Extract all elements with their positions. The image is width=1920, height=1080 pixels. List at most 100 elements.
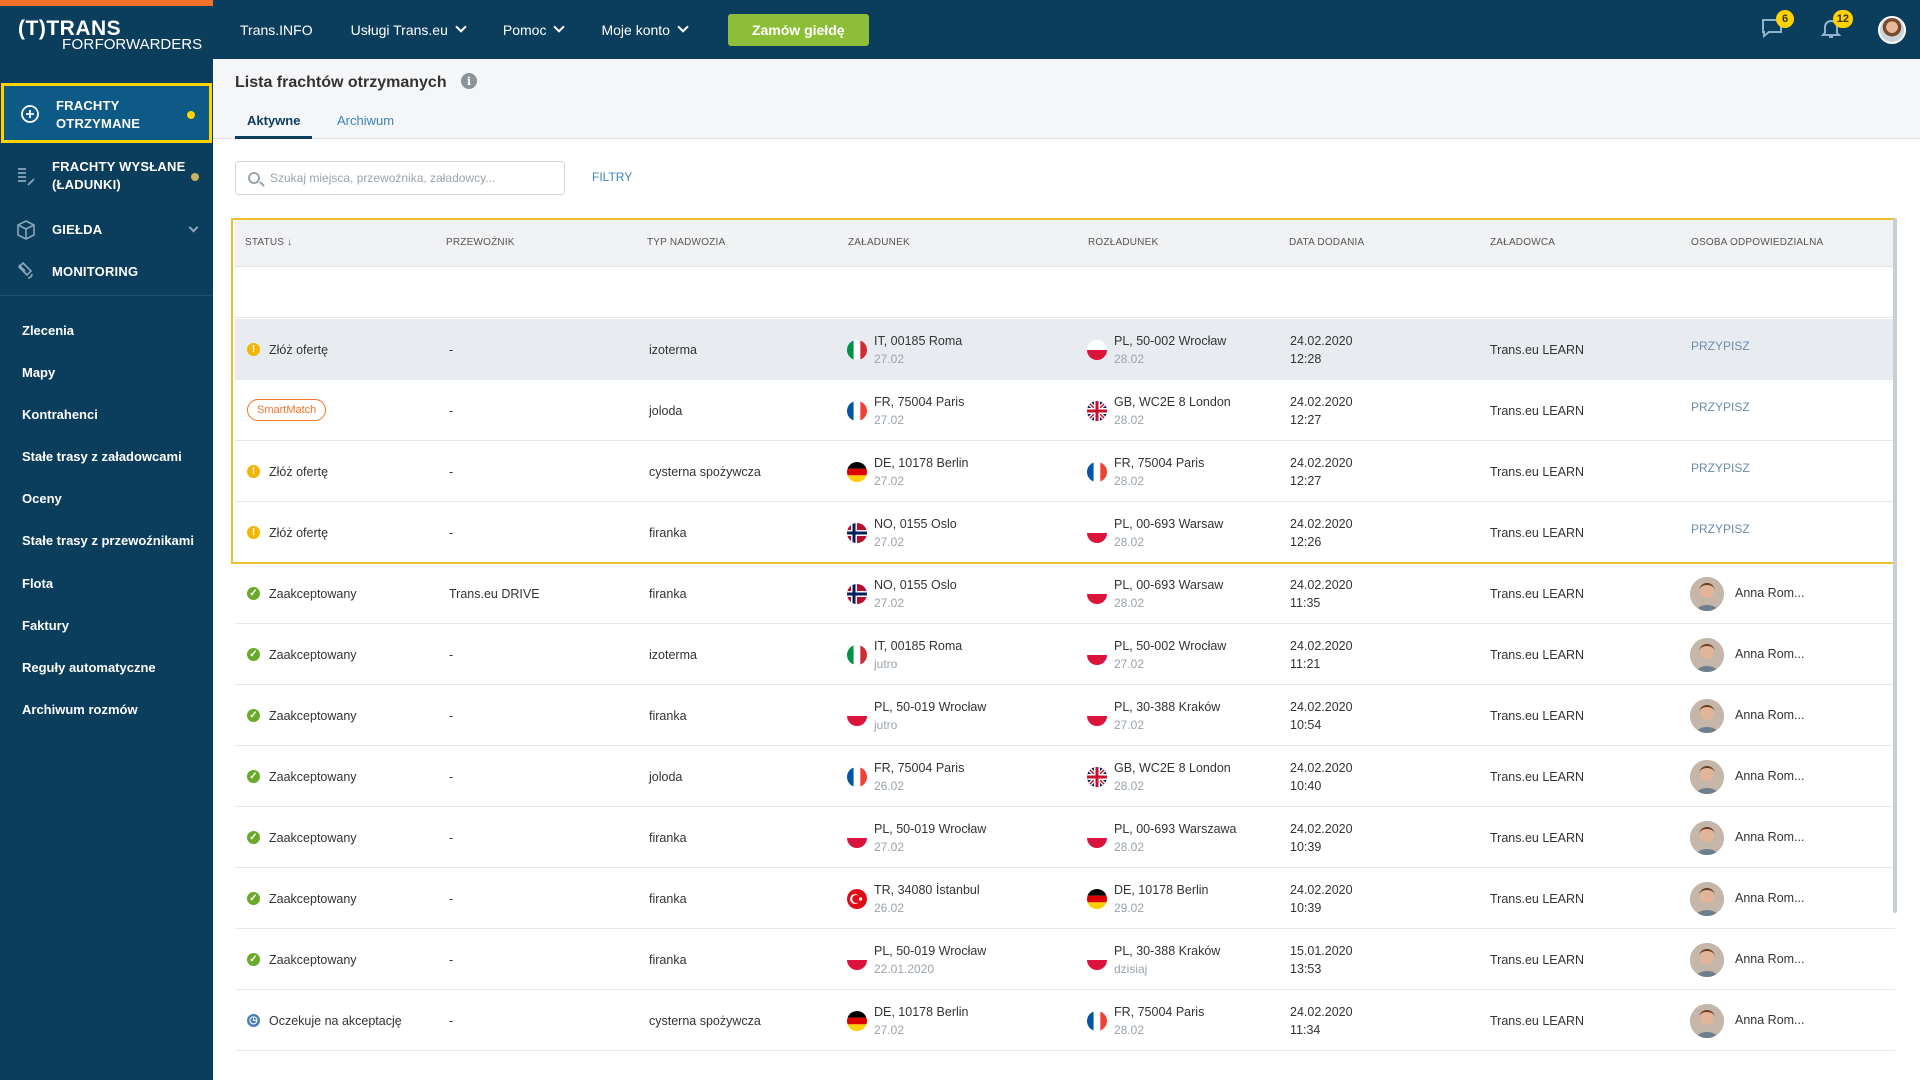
notifications-bell-icon[interactable]: 12	[1819, 10, 1853, 42]
messages-icon[interactable]: 6	[1760, 10, 1794, 42]
table-row[interactable]: ! Złóż ofertę - cysterna spożywcza DE, 10178…	[235, 441, 1895, 502]
loading-place: TR, 34080 İstanbul	[874, 883, 980, 897]
body-type-cell: firanka	[649, 709, 687, 723]
table-row[interactable]: ✓ Zaakceptowany Trans.eu DRIVE firanka NO, 0…	[235, 563, 1895, 624]
table-row[interactable]: ✓ Zaakceptowany - firanka PL, 50-019 Wrocław…	[235, 685, 1895, 746]
nav-uslugi[interactable]: Usługi Trans.eu	[351, 21, 467, 38]
table-row[interactable]: ✓ Zaakceptowany - firanka PL, 50-019 Wrocław…	[235, 929, 1895, 990]
unloading-place: DE, 10178 Berlin	[1114, 883, 1209, 897]
added-date: 24.02.2020	[1290, 700, 1353, 714]
sidebar-item-stale-trasy-przewoznicy[interactable]: Stałe trasy z przewoźnikami	[22, 533, 194, 548]
loading-date: 26.02	[874, 779, 905, 793]
col-unloading[interactable]: ROZŁADUNEK	[1088, 237, 1159, 248]
col-carrier[interactable]: PRZEWOŹNIK	[446, 237, 515, 248]
table-row[interactable]: ✓ Zaakceptowany - joloda FR, 75004 Paris 26.0…	[235, 746, 1895, 807]
table-row[interactable]: SmartMatch - joloda FR, 75004 Paris 27.02 GB,…	[235, 380, 1895, 441]
col-status[interactable]: STATUS ↓	[245, 237, 293, 248]
person-name[interactable]: Anna Rom...	[1735, 586, 1805, 600]
table-row[interactable]: ◷ Oczekuje na akceptację - cysterna spożywc…	[235, 990, 1895, 1051]
col-loading[interactable]: ZAŁADUNEK	[848, 237, 910, 248]
smartmatch-badge[interactable]: SmartMatch	[247, 399, 327, 421]
person-name[interactable]: Anna Rom...	[1735, 769, 1805, 783]
sidebar-item-monitoring[interactable]: MONITORING	[0, 252, 213, 292]
status-text: Zaakceptowany	[269, 831, 357, 845]
person-name[interactable]: Anna Rom...	[1735, 952, 1805, 966]
col-shipper[interactable]: ZAŁADOWCA	[1490, 237, 1556, 248]
unloading-place: PL, 00-693 Warsaw	[1114, 517, 1224, 531]
nav-trans-info[interactable]: Trans.INFO	[240, 21, 313, 38]
person-name[interactable]: Anna Rom...	[1735, 1013, 1805, 1027]
assign-link[interactable]: PRZYPISZ	[1691, 461, 1750, 475]
flag-france-icon	[847, 767, 867, 787]
sidebar-item-faktury[interactable]: Faktury	[22, 618, 69, 633]
sidebar-item-stale-trasy-zaladowcy[interactable]: Stałe trasy z załadowcami	[22, 449, 182, 464]
shipper-cell: Trans.eu LEARN	[1490, 892, 1585, 906]
warning-icon: !	[247, 465, 260, 478]
loading-place: PL, 50-019 Wrocław	[874, 944, 987, 958]
flag-germany-icon	[1087, 889, 1107, 909]
table-row[interactable]: ✓ Zaakceptowany - firanka TR, 34080 İstanbul…	[235, 868, 1895, 929]
scrollbar[interactable]	[1893, 218, 1897, 913]
unloading-place: PL, 00-693 Warsaw	[1114, 578, 1224, 592]
col-responsible[interactable]: OSOBA ODPOWIEDZIALNA	[1691, 237, 1824, 248]
tab-aktywne[interactable]: Aktywne	[235, 113, 313, 139]
table-row[interactable]: ✓ Zaakceptowany - izoterma IT, 00185 Roma jut…	[235, 624, 1895, 685]
col-added-date[interactable]: DATA DODANIA	[1289, 237, 1365, 248]
added-time: 12:27	[1290, 474, 1322, 488]
logo[interactable]: (T)TRANS FORFORWARDERS	[0, 0, 213, 59]
sidebar-item-frachty-otrzymane[interactable]: FRACHTY OTRZYMANE	[1, 83, 212, 143]
tab-archiwum[interactable]: Archiwum	[337, 113, 395, 128]
person-name[interactable]: Anna Rom...	[1735, 708, 1805, 722]
user-avatar[interactable]	[1878, 16, 1906, 44]
table-row[interactable]: ! Złóż ofertę - firanka NO, 0155 Oslo 27.02 PL…	[235, 502, 1895, 563]
sidebar-item-zlecenia[interactable]: Zlecenia	[22, 323, 75, 338]
status-text: Zaakceptowany	[269, 892, 357, 906]
person-avatar	[1690, 1004, 1724, 1038]
search-input[interactable]	[270, 162, 560, 194]
table-row[interactable]: ✓ Zaakceptowany - firanka PL, 50-019 Wrocław…	[235, 807, 1895, 868]
carrier-cell: -	[449, 831, 454, 845]
logo-stripe	[0, 0, 213, 6]
assign-link[interactable]: PRZYPISZ	[1691, 339, 1750, 353]
flag-poland-icon	[1087, 828, 1107, 848]
sidebar-item-flota[interactable]: Flota	[22, 576, 54, 591]
shipper-cell: Trans.eu LEARN	[1490, 709, 1585, 723]
table-header: STATUS ↓ PRZEWOŹNIK TYP NADWOZIA ZAŁADUN…	[235, 219, 1895, 267]
info-icon[interactable]: i	[461, 73, 477, 89]
sidebar-item-oceny[interactable]: Oceny	[22, 491, 62, 506]
loading-date: 27.02	[874, 474, 905, 488]
sidebar-item-gielda[interactable]: GIEŁDA	[0, 210, 213, 250]
loading-place: FR, 75004 Paris	[874, 395, 965, 409]
flag-italy-icon	[847, 645, 867, 665]
person-name[interactable]: Anna Rom...	[1735, 647, 1805, 661]
carrier-cell: -	[449, 709, 454, 723]
person-name[interactable]: Anna Rom...	[1735, 830, 1805, 844]
shipper-cell: Trans.eu LEARN	[1490, 831, 1585, 845]
filters-link[interactable]: FILTRY	[592, 170, 633, 184]
order-exchange-button[interactable]: Zamów giełdę	[727, 13, 869, 46]
unloading-place: PL, 30-388 Kraków	[1114, 944, 1221, 958]
added-time: 12:28	[1290, 352, 1322, 366]
loading-date: jutro	[874, 718, 898, 732]
added-time: 12:26	[1290, 535, 1322, 549]
nav-moje-konto[interactable]: Moje konto	[601, 21, 689, 38]
unloading-date: 28.02	[1114, 352, 1145, 366]
sidebar-item-archiwum-rozmow[interactable]: Archiwum rozmów	[22, 702, 138, 717]
flag-italy-icon	[847, 340, 867, 360]
added-date: 24.02.2020	[1290, 883, 1353, 897]
person-name[interactable]: Anna Rom...	[1735, 891, 1805, 905]
flag-germany-icon	[847, 1011, 867, 1031]
assign-link[interactable]: PRZYPISZ	[1691, 400, 1750, 414]
sidebar-item-reguly[interactable]: Reguły automatyczne	[22, 660, 156, 675]
col-body-type[interactable]: TYP NADWOZIA	[647, 237, 726, 248]
nav-pomoc[interactable]: Pomoc	[503, 21, 566, 38]
assign-link[interactable]: PRZYPISZ	[1691, 522, 1750, 536]
sidebar-item-mapy[interactable]: Mapy	[22, 365, 56, 380]
sidebar-item-frachty-wyslane[interactable]: FRACHTY WYSŁANE (ŁADUNKI)	[0, 149, 213, 205]
added-time: 12:27	[1290, 413, 1322, 427]
sidebar-item-kontrahenci[interactable]: Kontrahenci	[22, 407, 98, 422]
person-avatar	[1690, 943, 1724, 977]
table-row[interactable]: ! Złóż ofertę - izoterma IT, 00185 Roma 27.02…	[235, 319, 1895, 380]
body-type-cell: cysterna spożywcza	[649, 465, 761, 479]
flag-poland-icon	[847, 706, 867, 726]
